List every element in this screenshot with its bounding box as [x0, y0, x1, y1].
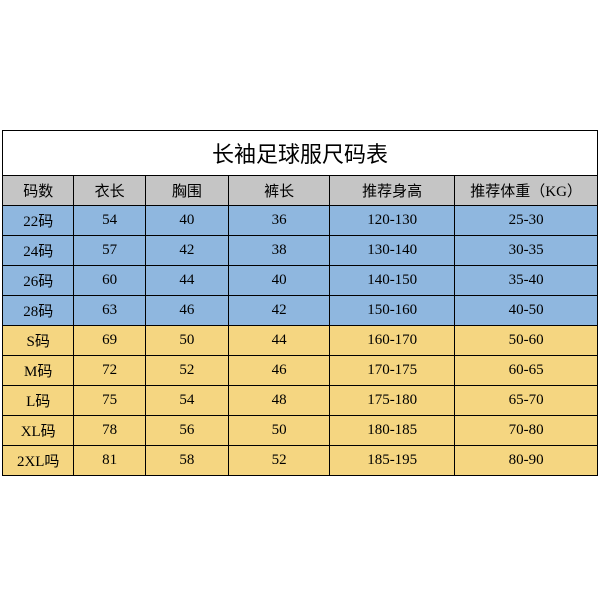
cell-r2-c0: 26码: [3, 266, 74, 296]
cell-r5-c3: 46: [229, 356, 330, 386]
table-row: L码755448175-18065-70: [3, 386, 598, 416]
col-header-2: 胸围: [145, 176, 228, 206]
col-header-4: 推荐身高: [330, 176, 455, 206]
cell-r6-c1: 75: [74, 386, 145, 416]
cell-r1-c2: 42: [145, 236, 228, 266]
title-row: 长袖足球服尺码表: [3, 131, 598, 176]
size-chart-wrapper: 长袖足球服尺码表 码数衣长胸围裤长推荐身高推荐体重（KG） 22码5440361…: [2, 130, 598, 476]
cell-r5-c1: 72: [74, 356, 145, 386]
header-row: 码数衣长胸围裤长推荐身高推荐体重（KG）: [3, 176, 598, 206]
cell-r0-c2: 40: [145, 206, 228, 236]
cell-r7-c4: 180-185: [330, 416, 455, 446]
cell-r2-c3: 40: [229, 266, 330, 296]
cell-r5-c0: M码: [3, 356, 74, 386]
table-row: S码695044160-17050-60: [3, 326, 598, 356]
cell-r4-c5: 50-60: [455, 326, 598, 356]
table-row: 2XL吗815852185-19580-90: [3, 446, 598, 476]
cell-r3-c1: 63: [74, 296, 145, 326]
cell-r2-c5: 35-40: [455, 266, 598, 296]
cell-r7-c3: 50: [229, 416, 330, 446]
table-row: XL码785650180-18570-80: [3, 416, 598, 446]
cell-r5-c5: 60-65: [455, 356, 598, 386]
table-title: 长袖足球服尺码表: [3, 131, 598, 176]
cell-r8-c4: 185-195: [330, 446, 455, 476]
cell-r1-c0: 24码: [3, 236, 74, 266]
cell-r1-c1: 57: [74, 236, 145, 266]
cell-r8-c5: 80-90: [455, 446, 598, 476]
cell-r4-c2: 50: [145, 326, 228, 356]
cell-r0-c1: 54: [74, 206, 145, 236]
cell-r3-c3: 42: [229, 296, 330, 326]
col-header-1: 衣长: [74, 176, 145, 206]
cell-r7-c1: 78: [74, 416, 145, 446]
cell-r7-c5: 70-80: [455, 416, 598, 446]
cell-r8-c3: 52: [229, 446, 330, 476]
col-header-5: 推荐体重（KG）: [455, 176, 598, 206]
cell-r2-c2: 44: [145, 266, 228, 296]
cell-r3-c4: 150-160: [330, 296, 455, 326]
cell-r4-c0: S码: [3, 326, 74, 356]
table-row: 28码634642150-16040-50: [3, 296, 598, 326]
cell-r3-c0: 28码: [3, 296, 74, 326]
cell-r4-c3: 44: [229, 326, 330, 356]
cell-r5-c2: 52: [145, 356, 228, 386]
cell-r6-c2: 54: [145, 386, 228, 416]
size-chart-table: 长袖足球服尺码表 码数衣长胸围裤长推荐身高推荐体重（KG） 22码5440361…: [2, 130, 598, 476]
cell-r5-c4: 170-175: [330, 356, 455, 386]
cell-r7-c2: 56: [145, 416, 228, 446]
cell-r1-c4: 130-140: [330, 236, 455, 266]
cell-r3-c2: 46: [145, 296, 228, 326]
col-header-3: 裤长: [229, 176, 330, 206]
cell-r8-c1: 81: [74, 446, 145, 476]
col-header-0: 码数: [3, 176, 74, 206]
cell-r1-c3: 38: [229, 236, 330, 266]
cell-r7-c0: XL码: [3, 416, 74, 446]
cell-r2-c4: 140-150: [330, 266, 455, 296]
cell-r1-c5: 30-35: [455, 236, 598, 266]
table-row: 22码544036120-13025-30: [3, 206, 598, 236]
cell-r8-c0: 2XL吗: [3, 446, 74, 476]
cell-r6-c3: 48: [229, 386, 330, 416]
cell-r6-c5: 65-70: [455, 386, 598, 416]
cell-r0-c0: 22码: [3, 206, 74, 236]
cell-r2-c1: 60: [74, 266, 145, 296]
cell-r6-c4: 175-180: [330, 386, 455, 416]
cell-r0-c5: 25-30: [455, 206, 598, 236]
cell-r0-c3: 36: [229, 206, 330, 236]
table-row: 26码604440140-15035-40: [3, 266, 598, 296]
cell-r0-c4: 120-130: [330, 206, 455, 236]
cell-r4-c4: 160-170: [330, 326, 455, 356]
cell-r3-c5: 40-50: [455, 296, 598, 326]
cell-r8-c2: 58: [145, 446, 228, 476]
cell-r6-c0: L码: [3, 386, 74, 416]
table-row: 24码574238130-14030-35: [3, 236, 598, 266]
cell-r4-c1: 69: [74, 326, 145, 356]
table-row: M码725246170-17560-65: [3, 356, 598, 386]
